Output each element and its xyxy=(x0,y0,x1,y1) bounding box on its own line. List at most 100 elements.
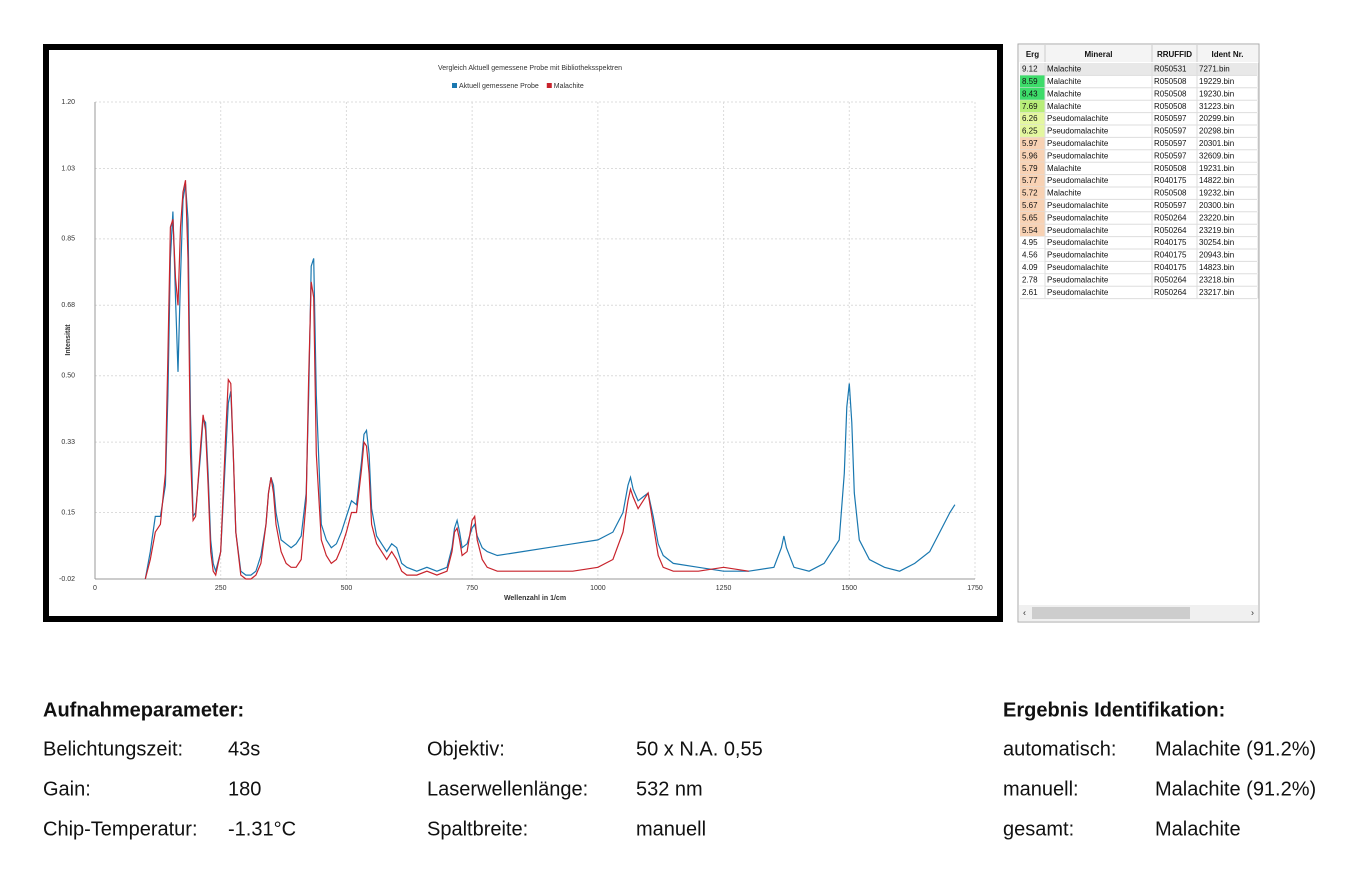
table-cell: Pseudomalachite xyxy=(1047,201,1109,210)
score-cell xyxy=(1020,286,1045,299)
x-tick-label: 1250 xyxy=(716,585,732,592)
x-tick-label: 500 xyxy=(341,585,353,592)
table-cell: Pseudomalachite xyxy=(1047,151,1109,160)
table-cell: Pseudomalachite xyxy=(1047,288,1109,297)
table-cell: 20943.bin xyxy=(1199,251,1234,260)
table-cell: R040175 xyxy=(1154,263,1187,272)
column-header: Mineral xyxy=(1084,50,1112,59)
parameter-value: 180 xyxy=(228,778,261,800)
score-cell xyxy=(1020,224,1045,237)
parameter-label: Laserwellenlänge: xyxy=(427,778,588,800)
x-tick-label: 750 xyxy=(466,585,478,592)
column-header: Erg xyxy=(1026,50,1039,59)
table-cell: 4.95 xyxy=(1022,238,1038,247)
table-cell: 20301.bin xyxy=(1199,139,1234,148)
table-cell: 7.69 xyxy=(1022,102,1038,111)
table-cell: R040175 xyxy=(1154,176,1187,185)
table-cell: Malachite xyxy=(1047,164,1082,173)
column-header: Ident Nr. xyxy=(1211,50,1243,59)
column-header: RRUFFID xyxy=(1157,50,1192,59)
result-value: Malachite xyxy=(1155,818,1241,840)
parameter-value: 532 nm xyxy=(636,778,703,800)
score-cell xyxy=(1020,149,1045,163)
table-cell: Pseudomalachite xyxy=(1047,114,1109,123)
table-cell: Malachite xyxy=(1047,65,1082,74)
table-cell: 14823.bin xyxy=(1199,263,1234,272)
parameters-title: Aufnahmeparameter: xyxy=(43,699,244,721)
parameter-value: 50 x N.A. 0,55 xyxy=(636,738,763,760)
result-value: Malachite (91.2%) xyxy=(1155,738,1316,760)
chart-title: Vergleich Aktuell gemessene Probe mit Bi… xyxy=(438,65,622,72)
table-cell: 5.72 xyxy=(1022,189,1038,198)
table-cell: Malachite xyxy=(1047,77,1082,86)
table-cell: 6.25 xyxy=(1022,127,1038,136)
table-cell: 2.61 xyxy=(1022,288,1038,297)
scroll-left[interactable]: ‹ xyxy=(1023,607,1026,617)
table-cell: Malachite xyxy=(1047,102,1082,111)
table-cell: Malachite xyxy=(1047,189,1082,198)
table-cell: 31223.bin xyxy=(1199,102,1234,111)
table-cell: 20298.bin xyxy=(1199,127,1234,136)
y-tick-label: -0.02 xyxy=(59,576,75,583)
score-cell xyxy=(1020,261,1045,274)
table-cell: R050597 xyxy=(1154,139,1187,148)
x-tick-label: 1750 xyxy=(967,585,983,592)
score-cell xyxy=(1020,187,1045,200)
score-cell xyxy=(1020,199,1045,212)
legend-label: Aktuell gemessene Probe xyxy=(459,83,539,90)
x-axis-label: Wellenzahl in 1/cm xyxy=(504,595,566,602)
table-cell: 8.59 xyxy=(1022,77,1038,86)
table-cell: 20300.bin xyxy=(1199,201,1234,210)
table-cell: 19232.bin xyxy=(1199,189,1234,198)
table-cell: 8.43 xyxy=(1022,89,1038,98)
parameter-label: Spaltbreite: xyxy=(427,818,528,840)
score-cell xyxy=(1020,112,1045,125)
table-cell: R050508 xyxy=(1154,164,1187,173)
y-tick-label: 0.33 xyxy=(61,439,75,446)
result-label: gesamt: xyxy=(1003,818,1074,840)
table-cell: R050597 xyxy=(1154,127,1187,136)
table-cell: 14822.bin xyxy=(1199,176,1234,185)
table-cell: 5.65 xyxy=(1022,213,1038,222)
x-tick-label: 1500 xyxy=(841,585,857,592)
x-tick-label: 1000 xyxy=(590,585,606,592)
scroll-right[interactable]: › xyxy=(1251,607,1254,617)
parameter-label: Objektiv: xyxy=(427,738,505,760)
table-cell: 5.67 xyxy=(1022,201,1038,210)
y-tick-label: 0.68 xyxy=(61,302,75,309)
score-cell xyxy=(1020,87,1045,101)
table-cell: Malachite xyxy=(1047,89,1082,98)
table-cell: 19230.bin xyxy=(1199,89,1234,98)
table-cell: R050597 xyxy=(1154,201,1187,210)
result-label: automatisch: xyxy=(1003,738,1116,760)
legend-label: Malachite xyxy=(554,83,584,90)
table-cell: R050597 xyxy=(1154,114,1187,123)
parameter-value: 43s xyxy=(228,738,260,760)
score-cell xyxy=(1020,211,1045,225)
score-cell xyxy=(1020,75,1045,88)
x-tick-label: 250 xyxy=(215,585,227,592)
table-cell: Pseudomalachite xyxy=(1047,251,1109,260)
table-cell: 5.54 xyxy=(1022,226,1038,235)
table-cell: R050597 xyxy=(1154,151,1187,160)
parameter-value: -1.31°C xyxy=(228,818,296,840)
table-header xyxy=(1019,45,1258,62)
table-cell: 19229.bin xyxy=(1199,77,1234,86)
table-cell: 9.12 xyxy=(1022,65,1038,74)
table-cell: 19231.bin xyxy=(1199,164,1234,173)
y-tick-label: 1.03 xyxy=(61,165,75,172)
parameter-label: Chip-Temperatur: xyxy=(43,818,198,840)
score-cell xyxy=(1020,100,1045,113)
table-cell: 23217.bin xyxy=(1199,288,1234,297)
scroll-thumb[interactable] xyxy=(1032,607,1190,619)
spectrum-line xyxy=(144,184,956,580)
x-tick-label: 0 xyxy=(93,585,97,592)
table-cell: R050508 xyxy=(1154,102,1187,111)
table-cell: R040175 xyxy=(1154,251,1187,260)
table-cell: R050508 xyxy=(1154,89,1187,98)
table-cell: 32609.bin xyxy=(1199,151,1234,160)
table-cell: 23220.bin xyxy=(1199,213,1234,222)
table-cell: 4.09 xyxy=(1022,263,1038,272)
table-cell: 6.26 xyxy=(1022,114,1038,123)
score-cell xyxy=(1020,236,1045,249)
